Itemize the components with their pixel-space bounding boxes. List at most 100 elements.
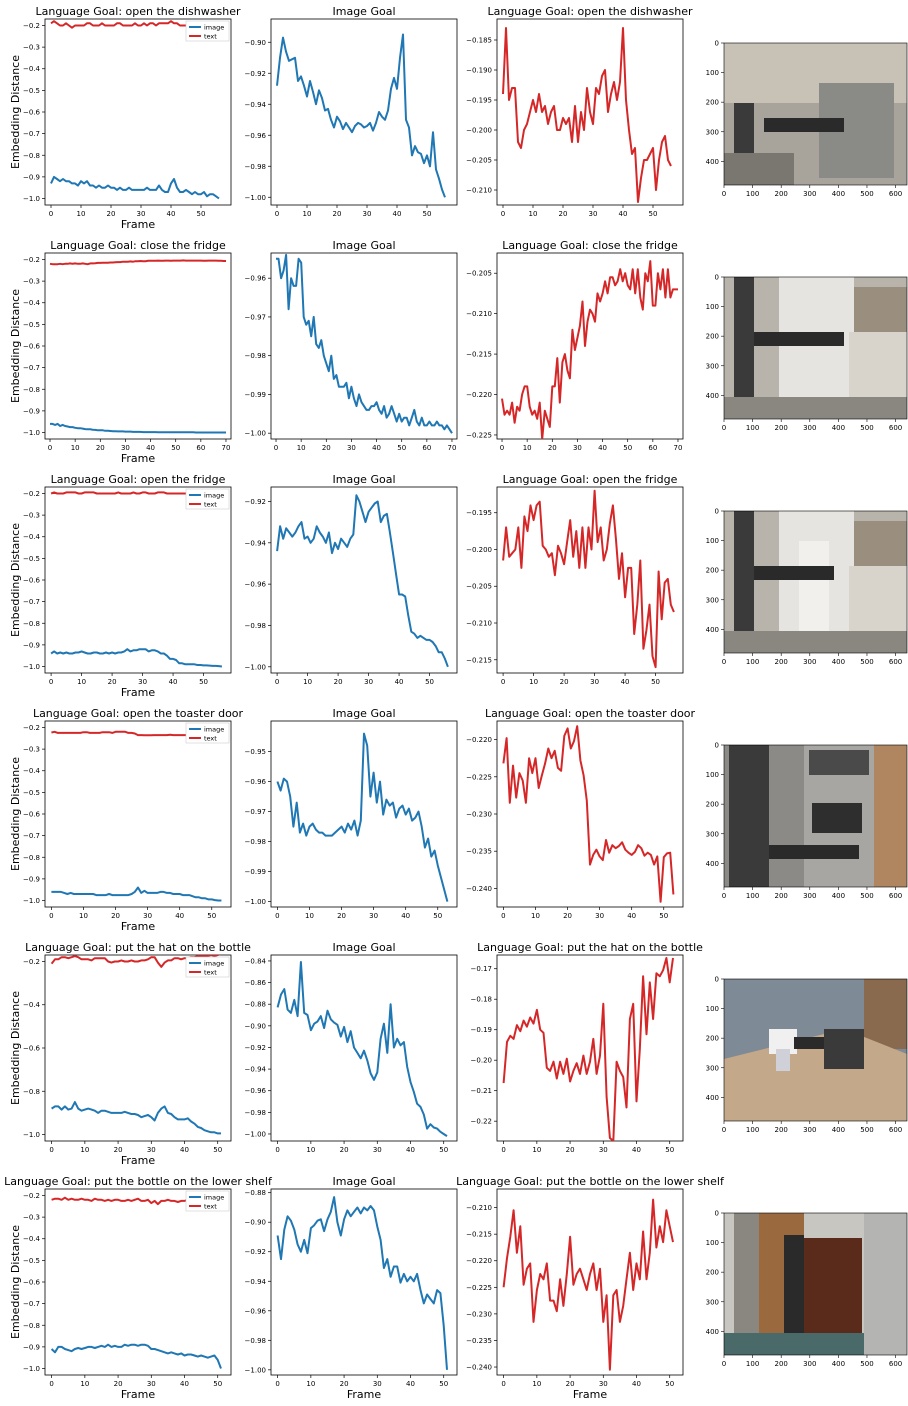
y-tick-label: −0.225 xyxy=(466,431,492,439)
y-tick-label: −1.0 xyxy=(23,897,40,905)
x-tick-label: 40 xyxy=(146,444,155,452)
y-tick-label: −0.8 xyxy=(23,1088,40,1096)
x-tick-label: 10 xyxy=(532,1146,541,1154)
y-tick-label: −0.96 xyxy=(245,132,267,140)
x-tick-label: 30 xyxy=(147,1380,156,1388)
y-axis-label: Embedding Distance xyxy=(9,757,22,871)
x-tick-label: 20 xyxy=(107,210,116,218)
x-tick-label: 60 xyxy=(196,444,205,452)
legend-label: text xyxy=(204,33,217,41)
y-tick-label: −0.98 xyxy=(245,1109,266,1117)
legend-label: text xyxy=(204,969,217,977)
y-tick-label: −1.00 xyxy=(245,194,266,202)
image-series-line xyxy=(51,886,222,902)
x-tick-label: 300 xyxy=(803,1360,816,1368)
x-tick-label: 600 xyxy=(889,424,902,432)
y-tick-label: −0.210 xyxy=(466,1204,492,1212)
y-axis-label: Embedding Distance xyxy=(9,523,22,637)
chart-panel: Language Goal: open the fridge 0 10 20 30 40 5… xyxy=(9,473,232,699)
x-tick-label: 400 xyxy=(832,424,845,432)
plot-frame xyxy=(270,1188,458,1376)
x-axis-label: Frame xyxy=(121,686,156,699)
x-tick-label: 30 xyxy=(599,1380,608,1388)
chart-title: Language Goal: put the bottle on the low… xyxy=(456,1175,725,1188)
x-tick-label: 50 xyxy=(665,1146,674,1154)
x-tick-label: 300 xyxy=(803,892,816,900)
y-tick-label: −0.86 xyxy=(245,979,267,987)
chart-panel: Language Goal: open the fridge 0 10 20 30 40 5… xyxy=(466,473,684,686)
y-tick-label: −0.2 xyxy=(23,1192,40,1200)
y-tick-label: −0.9 xyxy=(23,173,40,181)
y-tick-label: −0.88 xyxy=(245,1189,266,1197)
y-tick-label: −0.220 xyxy=(466,736,492,744)
y-tick-label: −0.210 xyxy=(466,620,492,628)
plot-frame xyxy=(270,252,458,440)
y-tick-label: −0.99 xyxy=(245,868,266,876)
x-tick-label: 70 xyxy=(674,444,683,452)
x-tick-label: 500 xyxy=(860,1126,873,1134)
x-tick-label: 30 xyxy=(138,678,147,686)
y-tick-label: −0.3 xyxy=(23,278,40,286)
y-tick-label: −1.0 xyxy=(23,195,40,203)
x-tick-label: 0 xyxy=(49,1146,53,1154)
y-tick-label: 400 xyxy=(706,158,719,166)
x-tick-label: 40 xyxy=(175,912,184,920)
series-line xyxy=(502,489,675,669)
y-tick-label: −0.210 xyxy=(466,187,492,195)
x-tick-label: 30 xyxy=(363,210,372,218)
x-tick-label: 100 xyxy=(746,424,759,432)
y-tick-label: −0.4 xyxy=(23,1001,41,1009)
image-axes: 0 100 200 300 400 500 600 0 100 200 300 400 xyxy=(706,976,908,1134)
x-tick-label: 40 xyxy=(401,912,410,920)
x-tick-label: 600 xyxy=(889,658,902,666)
x-tick-label: 600 xyxy=(889,1360,902,1368)
x-tick-label: 50 xyxy=(651,678,660,686)
x-tick-label: 0 xyxy=(49,210,53,218)
series-line xyxy=(501,260,678,439)
x-tick-label: 20 xyxy=(322,444,331,452)
x-axis-label: Frame xyxy=(121,218,156,231)
x-tick-label: 300 xyxy=(803,190,816,198)
plot-frame xyxy=(44,1188,232,1376)
x-tick-label: 0 xyxy=(275,912,279,920)
chart-title: Language Goal: open the toaster door xyxy=(485,707,696,720)
x-tick-label: 50 xyxy=(171,444,180,452)
chart-panel: Language Goal: open the toaster door 0 10 2… xyxy=(9,707,244,933)
x-tick-label: 200 xyxy=(775,424,788,432)
x-tick-label: 400 xyxy=(832,1126,845,1134)
y-tick-label: 300 xyxy=(706,362,719,370)
series-line xyxy=(502,27,672,203)
y-tick-label: −0.92 xyxy=(245,70,266,78)
x-tick-label: 0 xyxy=(722,1126,726,1134)
x-tick-label: 20 xyxy=(114,1380,123,1388)
x-tick-label: 10 xyxy=(532,1380,541,1388)
y-tick-label: −0.225 xyxy=(466,773,492,781)
x-tick-label: 40 xyxy=(167,210,176,218)
y-tick-label: −0.6 xyxy=(23,1279,41,1287)
robot-frame-5 xyxy=(724,979,907,1121)
x-tick-label: 40 xyxy=(598,444,607,452)
series-line xyxy=(502,1198,674,1371)
x-tick-label: 0 xyxy=(722,892,726,900)
y-tick-label: −0.90 xyxy=(245,39,266,47)
y-tick-label: −1.00 xyxy=(245,1130,266,1138)
x-tick-label: 10 xyxy=(531,912,540,920)
chart-title: Language Goal: open the toaster door xyxy=(33,707,244,720)
chart-title: Language Goal: put the hat on the bottle xyxy=(477,941,703,954)
x-tick-label: 300 xyxy=(803,424,816,432)
image-series-line xyxy=(51,1101,221,1135)
y-axis-label: Embedding Distance xyxy=(9,1225,22,1339)
y-tick-label: 100 xyxy=(706,1005,719,1013)
x-tick-label: 500 xyxy=(860,190,873,198)
y-tick-label: −0.19 xyxy=(471,1026,492,1034)
image-frame xyxy=(723,744,908,888)
x-tick-label: 200 xyxy=(775,190,788,198)
y-tick-label: 400 xyxy=(706,1328,719,1336)
x-tick-label: 0 xyxy=(500,444,504,452)
x-tick-label: 0 xyxy=(501,1380,505,1388)
y-tick-label: −0.6 xyxy=(23,343,41,351)
x-tick-label: 50 xyxy=(197,210,206,218)
y-tick-label: −0.88 xyxy=(245,1001,266,1009)
y-tick-label: −0.190 xyxy=(466,67,492,75)
x-axis-label: Frame xyxy=(347,1388,382,1401)
